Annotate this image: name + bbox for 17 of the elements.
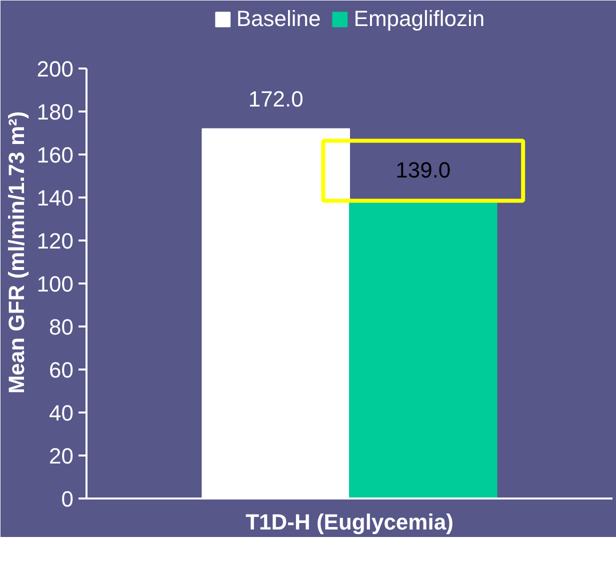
y-tick-label: 200 (36, 56, 74, 82)
data-label: 172.0 (248, 86, 304, 112)
y-tick-label: 20 (49, 444, 74, 468)
legend-label: Baseline (236, 6, 321, 32)
y-tick-label: 180 (36, 100, 74, 124)
y-tick-label: 140 (36, 186, 74, 210)
y-axis-title: Mean GFR (ml/min/1.73 m²) (4, 111, 29, 394)
x-tick-label: T1D-H (Euglycemia) (246, 510, 454, 534)
legend-label: Empagliflozin (354, 6, 485, 32)
y-tick-label: 160 (36, 142, 74, 168)
y-tick-label: 100 (36, 272, 74, 296)
y-tick-label: 0 (61, 486, 74, 512)
y-tick-label: 40 (49, 400, 74, 426)
data-label: 139.0 (396, 158, 451, 183)
y-tick-label: 60 (49, 358, 74, 382)
y-tick-label: 80 (49, 314, 74, 340)
y-tick-label: 120 (36, 228, 74, 254)
